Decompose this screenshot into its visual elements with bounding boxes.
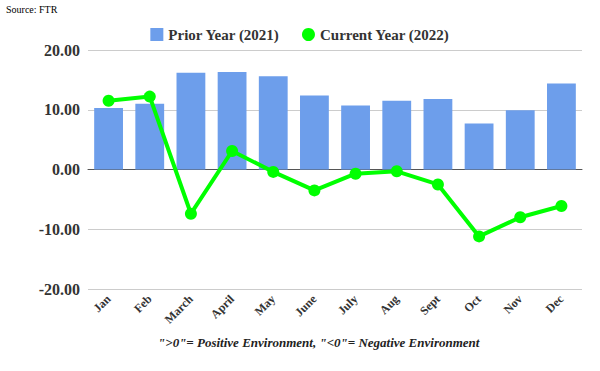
svg-text:">0"= Positive Environment, "<: ">0"= Positive Environment, "<0"= Negati…	[158, 335, 480, 350]
svg-text:Sept: Sept	[417, 292, 443, 318]
svg-text:10.00: 10.00	[44, 101, 80, 118]
svg-text:20.00: 20.00	[44, 42, 80, 59]
svg-text:May: May	[252, 292, 278, 318]
svg-text:June: June	[292, 292, 320, 320]
svg-text:Source: FTR: Source: FTR	[6, 4, 58, 15]
svg-text:Current Year (2022): Current Year (2022)	[320, 27, 449, 44]
svg-text:March: March	[162, 292, 196, 326]
svg-text:-10.00: -10.00	[39, 221, 80, 238]
svg-text:April: April	[208, 292, 238, 322]
svg-text:-20.00: -20.00	[39, 281, 80, 298]
svg-text:Jan: Jan	[90, 292, 113, 315]
svg-text:Oct: Oct	[461, 292, 484, 315]
svg-text:July: July	[335, 292, 360, 317]
svg-text:0.00: 0.00	[52, 161, 80, 178]
svg-text:Feb: Feb	[131, 292, 155, 316]
svg-text:Nov: Nov	[501, 292, 525, 316]
svg-text:Dec: Dec	[543, 292, 567, 316]
svg-text:Prior Year (2021): Prior Year (2021)	[168, 27, 279, 44]
svg-text:Aug: Aug	[377, 292, 402, 317]
